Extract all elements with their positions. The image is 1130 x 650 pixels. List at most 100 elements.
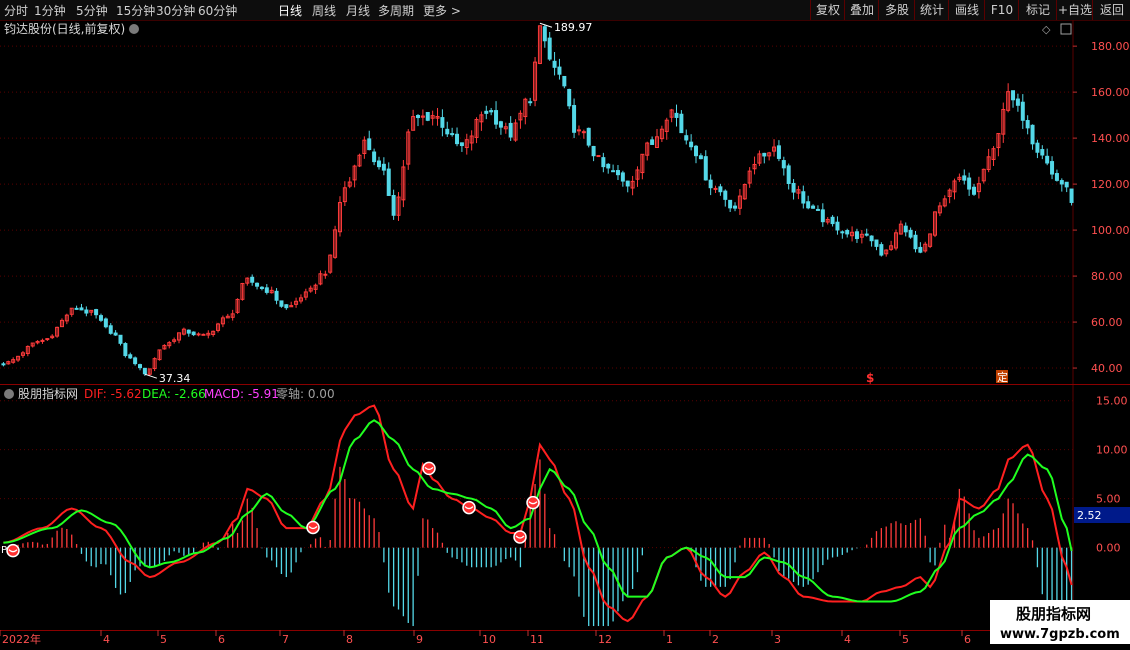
candle-body: [333, 229, 338, 258]
candle-body: [615, 170, 620, 176]
price-tick-label: 60.00: [1091, 316, 1123, 329]
candle-body: [152, 358, 157, 370]
candle-body: [1011, 90, 1016, 101]
candle-body: [172, 339, 177, 342]
candle-body: [791, 182, 796, 193]
candle-body: [606, 163, 611, 169]
candle-body: [742, 183, 747, 200]
candle-body: [674, 112, 679, 118]
candle-body: [611, 170, 616, 173]
candle-body: [874, 239, 879, 247]
low-marker-line: [144, 373, 158, 379]
candle-body: [308, 287, 313, 292]
candle-body: [352, 165, 357, 181]
dif-line: [3, 404, 1073, 623]
timeframe-8[interactable]: 月线: [346, 4, 371, 18]
timeframe-0[interactable]: 分时: [4, 4, 29, 18]
candle-body: [235, 298, 240, 313]
candle-body: [962, 175, 967, 181]
candle-body: [737, 195, 742, 209]
toolbar-button-3[interactable]: 统计: [914, 0, 949, 20]
indicator-tick-label: 10.00: [1096, 444, 1128, 457]
candle-body: [772, 146, 777, 152]
timeframe-10[interactable]: 更多 >: [423, 4, 461, 18]
candle-body: [669, 109, 674, 118]
x-tick-label: 10: [482, 633, 496, 646]
candle-body: [294, 300, 299, 305]
candle-body: [167, 342, 172, 347]
candle-body: [157, 349, 162, 361]
candle-body: [640, 153, 645, 174]
timeframe-9[interactable]: 多周期: [378, 4, 415, 18]
candle-body: [898, 223, 903, 235]
candle-body: [25, 345, 30, 354]
candle-body: [74, 307, 79, 310]
price-tick-label: 180.00: [1091, 40, 1130, 53]
candle-body: [684, 135, 689, 141]
candle-body: [523, 98, 528, 118]
candle-body: [811, 205, 816, 209]
candle-body: [337, 202, 342, 233]
price-tick-label: 100.00: [1091, 224, 1130, 237]
x-tick-label: 4: [103, 633, 110, 646]
signal-ball: [462, 500, 476, 515]
candle-body: [108, 325, 113, 334]
candle-body: [191, 331, 196, 336]
top-toolbar: 分时 1分钟 5分钟 15分钟 30分钟 60分钟 日线 周线 月线 多周期 更多 > 复权 叠加 多股统…: [0, 0, 1130, 21]
candle-body: [450, 133, 455, 136]
toolbar-button-0[interactable]: 复权: [810, 0, 845, 20]
toolbar-button-6[interactable]: 标记: [1018, 0, 1057, 20]
candle-body: [406, 131, 411, 165]
timeframe-1[interactable]: 1分钟: [34, 4, 66, 18]
toolbar-button-7[interactable]: +自选: [1056, 0, 1093, 20]
candle-body: [1020, 101, 1025, 121]
candle-body: [815, 208, 820, 211]
candle-body: [259, 286, 264, 289]
candle-body: [1064, 181, 1069, 188]
candle-body: [264, 287, 269, 293]
zero-axis-legend: 零轴: 0.00: [276, 386, 335, 401]
candle-body: [147, 368, 152, 375]
timeframe-6[interactable]: 日线: [278, 4, 303, 18]
candle-body: [503, 126, 508, 130]
timeframe-5[interactable]: 60分钟: [198, 4, 238, 18]
timeframe-4[interactable]: 30分钟: [156, 4, 196, 18]
timeframe-7[interactable]: 周线: [312, 4, 337, 18]
candle-body: [64, 314, 69, 322]
signal-ball-stripe: [464, 506, 474, 510]
toolbar-button-5[interactable]: F10: [984, 0, 1019, 20]
candle-body: [718, 186, 723, 193]
candle-body: [1030, 124, 1035, 145]
candle-body: [967, 177, 972, 190]
candle-body: [240, 282, 245, 300]
candle-body: [645, 142, 650, 156]
timeframe-3[interactable]: 15分钟: [116, 4, 156, 18]
candle-body: [411, 116, 416, 131]
candle-body: [625, 180, 630, 187]
toolbar-button-4[interactable]: 画线: [948, 0, 985, 20]
candle-body: [820, 209, 825, 223]
candle-body: [879, 244, 884, 256]
candle-body: [972, 186, 977, 195]
candle-body: [1040, 149, 1045, 156]
timeframe-2[interactable]: 5分钟: [76, 4, 108, 18]
dividend-marker: $: [866, 371, 874, 385]
candle-body: [1054, 173, 1059, 181]
candle-body: [835, 221, 840, 231]
candle-body: [416, 114, 421, 119]
candle-body: [16, 355, 21, 361]
candle-body: [650, 139, 655, 145]
candle-body: [786, 165, 791, 184]
x-tick-label: 7: [282, 633, 289, 646]
watermark-title: 股朋指标网: [1016, 605, 1091, 623]
toolbar-button-2[interactable]: 多股: [878, 0, 915, 20]
candle-body: [581, 131, 586, 134]
toolbar-button-1[interactable]: 叠加: [844, 0, 879, 20]
toolbar-button-8[interactable]: 返回: [1092, 0, 1130, 20]
candle-body: [957, 176, 962, 180]
candle-body: [284, 304, 289, 309]
candle-body: [435, 116, 440, 119]
candle-body: [342, 187, 347, 203]
x-tick-label: 2: [712, 633, 719, 646]
candle-body: [572, 105, 577, 133]
